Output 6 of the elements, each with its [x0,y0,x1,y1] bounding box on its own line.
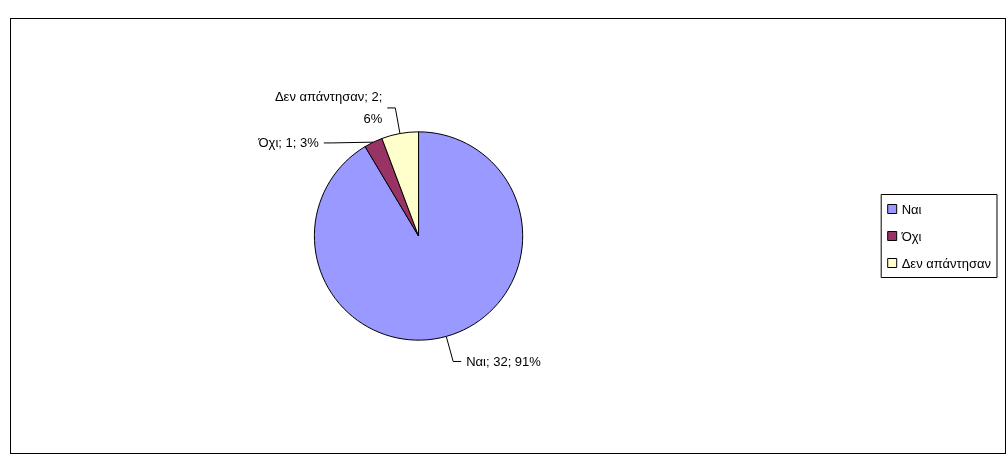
data-label: Ναι; 32; 91% [466,353,542,369]
data-label: Δεν απάντησαν; 2; 6% [274,89,383,127]
data-label: Όχι; 1; 3% [257,135,320,151]
legend-label: Όχι [900,228,922,244]
legend-label: Δεν απάντησαν [901,255,991,271]
legend-label: Ναι [901,201,922,217]
